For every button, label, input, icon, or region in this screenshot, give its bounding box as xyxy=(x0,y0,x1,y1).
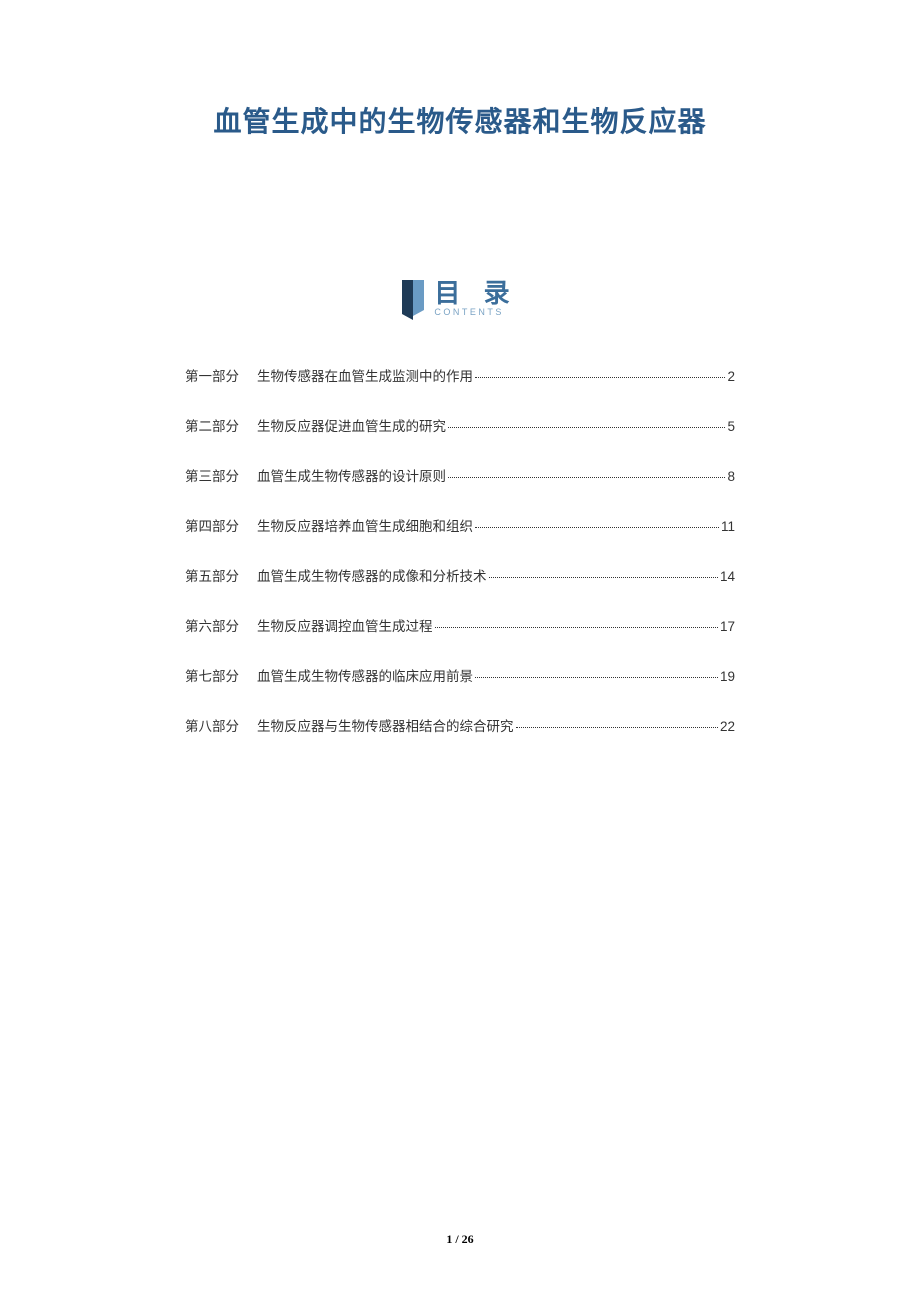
toc-entry-title: 生物反应器培养血管生成细胞和组织 xyxy=(257,515,473,535)
toc-part-label: 第一部分 xyxy=(185,365,239,385)
toc-leader-dots xyxy=(475,377,725,378)
toc-page-number: 19 xyxy=(720,669,735,684)
toc-leader-dots xyxy=(475,527,719,528)
toc-entry-title: 血管生成生物传感器的临床应用前景 xyxy=(257,665,473,685)
toc-entry-title: 生物反应器促进血管生成的研究 xyxy=(257,415,446,435)
toc-item: 第一部分 生物传感器在血管生成监测中的作用 2 xyxy=(185,365,735,385)
page-sep: / xyxy=(452,1232,461,1246)
document-title: 血管生成中的生物传感器和生物反应器 xyxy=(130,100,790,140)
toc-item: 第七部分 血管生成生物传感器的临床应用前景 19 xyxy=(185,665,735,685)
toc-header-text: 目 录 CONTENTS xyxy=(434,280,517,317)
toc-page-number: 8 xyxy=(727,469,735,484)
toc-leader-dots xyxy=(435,627,718,628)
toc-header-icon xyxy=(402,280,424,320)
toc-leader-dots xyxy=(489,577,718,578)
toc-item: 第八部分 生物反应器与生物传感器相结合的综合研究 22 xyxy=(185,715,735,735)
toc-leader-dots xyxy=(516,727,718,728)
toc-entry-title: 生物反应器与生物传感器相结合的综合研究 xyxy=(257,715,514,735)
toc-part-label: 第八部分 xyxy=(185,715,239,735)
toc-item: 第二部分 生物反应器促进血管生成的研究 5 xyxy=(185,415,735,435)
toc-page-number: 2 xyxy=(727,369,735,384)
toc-part-label: 第二部分 xyxy=(185,415,239,435)
toc-page-number: 14 xyxy=(720,569,735,584)
toc-page-number: 11 xyxy=(721,519,735,534)
toc-item: 第六部分 生物反应器调控血管生成过程 17 xyxy=(185,615,735,635)
toc-header: 目 录 CONTENTS xyxy=(130,280,790,320)
toc-entry-title: 生物传感器在血管生成监测中的作用 xyxy=(257,365,473,385)
toc-part-label: 第四部分 xyxy=(185,515,239,535)
toc-list: 第一部分 生物传感器在血管生成监测中的作用 2 第二部分 生物反应器促进血管生成… xyxy=(185,365,735,735)
toc-item: 第五部分 血管生成生物传感器的成像和分析技术 14 xyxy=(185,565,735,585)
page-total: 26 xyxy=(462,1232,474,1246)
toc-page-number: 5 xyxy=(727,419,735,434)
toc-leader-dots xyxy=(448,477,725,478)
toc-page-number: 22 xyxy=(720,719,735,734)
toc-item: 第四部分 生物反应器培养血管生成细胞和组织 11 xyxy=(185,515,735,535)
toc-entry-title: 生物反应器调控血管生成过程 xyxy=(257,615,433,635)
toc-header-sub: CONTENTS xyxy=(434,308,504,317)
toc-header-main: 目 录 xyxy=(434,280,517,306)
toc-part-label: 第七部分 xyxy=(185,665,239,685)
page-footer: 1 / 26 xyxy=(0,1232,920,1247)
toc-item: 第三部分 血管生成生物传感器的设计原则 8 xyxy=(185,465,735,485)
toc-entry-title: 血管生成生物传感器的成像和分析技术 xyxy=(257,565,487,585)
toc-part-label: 第六部分 xyxy=(185,615,239,635)
toc-part-label: 第五部分 xyxy=(185,565,239,585)
toc-leader-dots xyxy=(448,427,725,428)
toc-leader-dots xyxy=(475,677,718,678)
toc-page-number: 17 xyxy=(720,619,735,634)
toc-entry-title: 血管生成生物传感器的设计原则 xyxy=(257,465,446,485)
toc-part-label: 第三部分 xyxy=(185,465,239,485)
